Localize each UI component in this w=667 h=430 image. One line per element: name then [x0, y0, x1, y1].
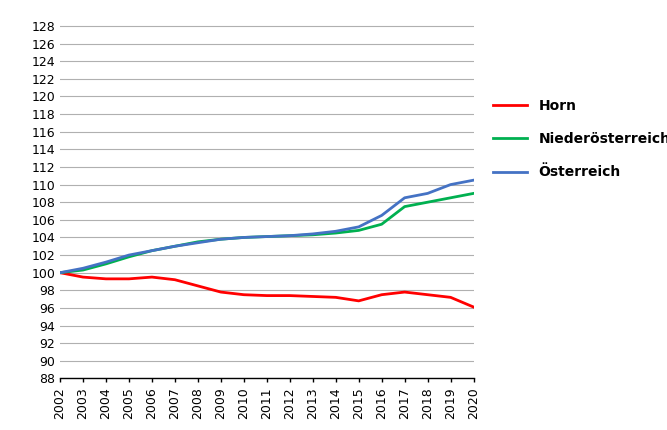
Österreich [102, 260, 110, 265]
Österreich [263, 234, 271, 239]
Niederösterreich [263, 234, 271, 239]
Horn [171, 277, 179, 283]
Line: Horn: Horn [60, 273, 474, 307]
Horn [102, 276, 110, 281]
Österreich [125, 252, 133, 258]
Line: Niederösterreich: Niederösterreich [60, 194, 474, 273]
Horn [401, 289, 409, 295]
Horn [56, 270, 64, 275]
Horn [125, 276, 133, 281]
Horn [217, 289, 225, 295]
Niederösterreich [355, 228, 363, 233]
Österreich [240, 235, 248, 240]
Horn [194, 283, 202, 289]
Österreich [470, 178, 478, 183]
Niederösterreich [424, 200, 432, 205]
Niederösterreich [56, 270, 64, 275]
Österreich [309, 231, 317, 236]
Österreich [378, 213, 386, 218]
Niederösterreich [240, 235, 248, 240]
Line: Österreich: Österreich [60, 180, 474, 273]
Niederösterreich [285, 233, 293, 238]
Horn [355, 298, 363, 304]
Horn [424, 292, 432, 297]
Niederösterreich [309, 232, 317, 237]
Österreich [171, 244, 179, 249]
Österreich [79, 266, 87, 271]
Niederösterreich [148, 248, 156, 253]
Österreich [194, 240, 202, 245]
Horn [447, 295, 455, 300]
Horn [240, 292, 248, 297]
Niederösterreich [470, 191, 478, 196]
Niederösterreich [447, 195, 455, 200]
Niederösterreich [401, 204, 409, 209]
Österreich [424, 191, 432, 196]
Horn [79, 274, 87, 280]
Horn [470, 304, 478, 310]
Österreich [148, 248, 156, 253]
Legend: Horn, Niederösterreich, Österreich: Horn, Niederösterreich, Österreich [487, 93, 667, 185]
Österreich [447, 182, 455, 187]
Niederösterreich [194, 239, 202, 244]
Niederösterreich [102, 261, 110, 267]
Niederösterreich [171, 244, 179, 249]
Niederösterreich [79, 267, 87, 273]
Horn [263, 293, 271, 298]
Niederösterreich [331, 230, 340, 236]
Niederösterreich [378, 221, 386, 227]
Österreich [401, 195, 409, 200]
Horn [378, 292, 386, 297]
Österreich [331, 229, 340, 234]
Österreich [217, 237, 225, 242]
Österreich [285, 233, 293, 238]
Horn [285, 293, 293, 298]
Horn [309, 294, 317, 299]
Horn [148, 274, 156, 280]
Horn [331, 295, 340, 300]
Österreich [56, 270, 64, 275]
Niederösterreich [217, 237, 225, 242]
Niederösterreich [125, 254, 133, 259]
Österreich [355, 224, 363, 230]
